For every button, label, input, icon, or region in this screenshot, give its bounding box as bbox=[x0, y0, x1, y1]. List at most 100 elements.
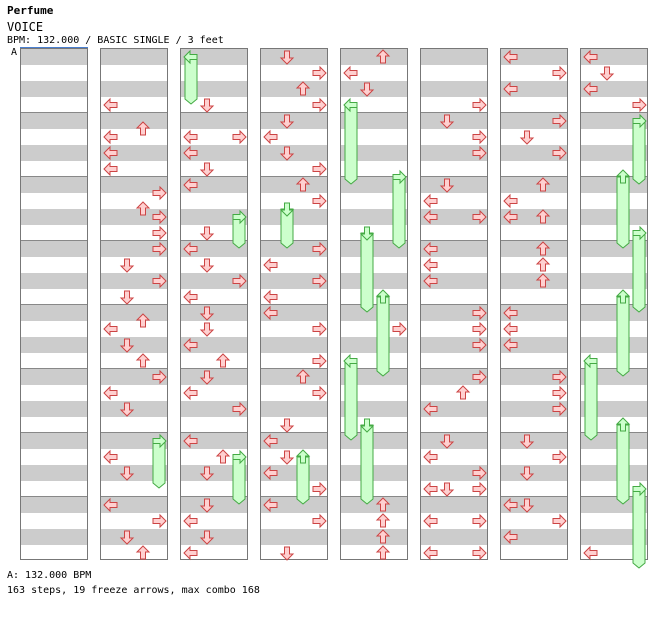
step-arrow-right bbox=[551, 369, 567, 389]
measure-divider bbox=[101, 112, 167, 113]
step-arrow-right bbox=[311, 481, 327, 501]
measure-divider bbox=[581, 112, 647, 113]
measure-divider bbox=[421, 496, 487, 497]
step-arrow-down bbox=[199, 529, 215, 549]
step-arrow-up bbox=[535, 209, 551, 229]
freeze-arrow bbox=[279, 201, 295, 253]
step-arrow-down bbox=[199, 225, 215, 245]
step-arrow-down bbox=[599, 65, 615, 85]
measure-divider bbox=[101, 368, 167, 369]
measure-divider bbox=[501, 240, 567, 241]
measure-divider bbox=[21, 368, 87, 369]
step-arrow-right bbox=[311, 385, 327, 405]
measure-divider bbox=[501, 496, 567, 497]
step-arrow-down bbox=[279, 113, 295, 133]
measure-divider bbox=[581, 304, 647, 305]
step-arrow-right bbox=[231, 401, 247, 421]
step-arrow-left bbox=[183, 241, 199, 261]
measure-divider bbox=[581, 240, 647, 241]
chart-meta: BPM: 132.000 / BASIC SINGLE / 3 feet bbox=[7, 35, 224, 46]
freeze-arrow bbox=[615, 289, 631, 381]
freeze-arrow bbox=[359, 225, 375, 317]
step-arrow-left bbox=[103, 97, 119, 117]
measure-column bbox=[260, 48, 328, 561]
step-arrow-down bbox=[119, 337, 135, 357]
measure-divider bbox=[261, 496, 327, 497]
step-arrow-left bbox=[183, 513, 199, 533]
step-arrow-right bbox=[551, 145, 567, 165]
freeze-arrow bbox=[631, 113, 647, 189]
step-arrow-left bbox=[183, 337, 199, 357]
step-arrow-left bbox=[263, 497, 279, 517]
measure-divider bbox=[101, 176, 167, 177]
step-arrow-right bbox=[471, 545, 487, 565]
measure-divider bbox=[261, 176, 327, 177]
step-arrow-right bbox=[151, 185, 167, 205]
step-arrow-right bbox=[391, 321, 407, 341]
step-arrow-right bbox=[471, 209, 487, 229]
freeze-arrow bbox=[231, 209, 247, 253]
step-arrow-up bbox=[295, 369, 311, 389]
measure-column bbox=[20, 48, 88, 560]
measure-divider bbox=[581, 432, 647, 433]
step-arrow-right bbox=[151, 209, 167, 229]
step-arrow-left bbox=[503, 305, 519, 325]
measure-divider bbox=[341, 176, 407, 177]
step-arrow-left bbox=[583, 545, 599, 565]
measure-divider bbox=[261, 112, 327, 113]
step-arrow-left bbox=[183, 545, 199, 565]
step-arrow-down bbox=[199, 257, 215, 277]
step-arrow-right bbox=[231, 129, 247, 149]
step-arrow-down bbox=[119, 257, 135, 277]
freeze-arrow bbox=[631, 481, 647, 573]
step-arrow-down bbox=[199, 497, 215, 517]
step-arrow-left bbox=[343, 65, 359, 85]
step-arrow-left bbox=[103, 129, 119, 149]
step-arrow-right bbox=[471, 337, 487, 357]
measure-divider bbox=[261, 432, 327, 433]
step-arrow-right bbox=[471, 129, 487, 149]
measure-column bbox=[420, 48, 488, 561]
step-arrow-down bbox=[199, 305, 215, 325]
step-arrow-down bbox=[279, 49, 295, 69]
measure-divider bbox=[421, 240, 487, 241]
freeze-arrow bbox=[375, 289, 391, 381]
measure-divider bbox=[101, 496, 167, 497]
step-arrow-left bbox=[263, 257, 279, 277]
freeze-arrow bbox=[295, 449, 311, 509]
step-arrow-down bbox=[519, 497, 535, 517]
step-arrow-right bbox=[551, 449, 567, 469]
step-arrow-left bbox=[503, 49, 519, 69]
step-arrow-up bbox=[135, 201, 151, 221]
step-arrow-right bbox=[551, 513, 567, 533]
step-arrow-up bbox=[455, 385, 471, 405]
step-arrow-right bbox=[311, 321, 327, 341]
step-arrow-down bbox=[199, 321, 215, 341]
step-arrow-down bbox=[119, 289, 135, 309]
measure-divider bbox=[21, 112, 87, 113]
measure-divider bbox=[21, 176, 87, 177]
step-arrow-right bbox=[231, 273, 247, 293]
step-arrow-left bbox=[423, 513, 439, 533]
step-arrow-down bbox=[279, 545, 295, 565]
measure-divider bbox=[181, 112, 247, 113]
measure-divider bbox=[181, 240, 247, 241]
measure-divider bbox=[421, 368, 487, 369]
step-arrow-left bbox=[423, 273, 439, 293]
measure-divider bbox=[421, 432, 487, 433]
step-arrow-left bbox=[263, 465, 279, 485]
step-arrow-up bbox=[375, 49, 391, 69]
step-arrow-right bbox=[311, 273, 327, 293]
step-arrow-down bbox=[199, 97, 215, 117]
measure-divider bbox=[501, 176, 567, 177]
chart-stats: 163 steps, 19 freeze arrows, max combo 1… bbox=[7, 585, 260, 596]
measure-divider bbox=[581, 176, 647, 177]
step-arrow-left bbox=[263, 289, 279, 309]
measure-divider bbox=[181, 368, 247, 369]
measure-column bbox=[100, 48, 168, 560]
step-arrow-up bbox=[135, 313, 151, 333]
step-arrow-left bbox=[503, 497, 519, 517]
measure-divider bbox=[101, 432, 167, 433]
measure-column bbox=[580, 48, 648, 569]
measure-divider bbox=[341, 240, 407, 241]
